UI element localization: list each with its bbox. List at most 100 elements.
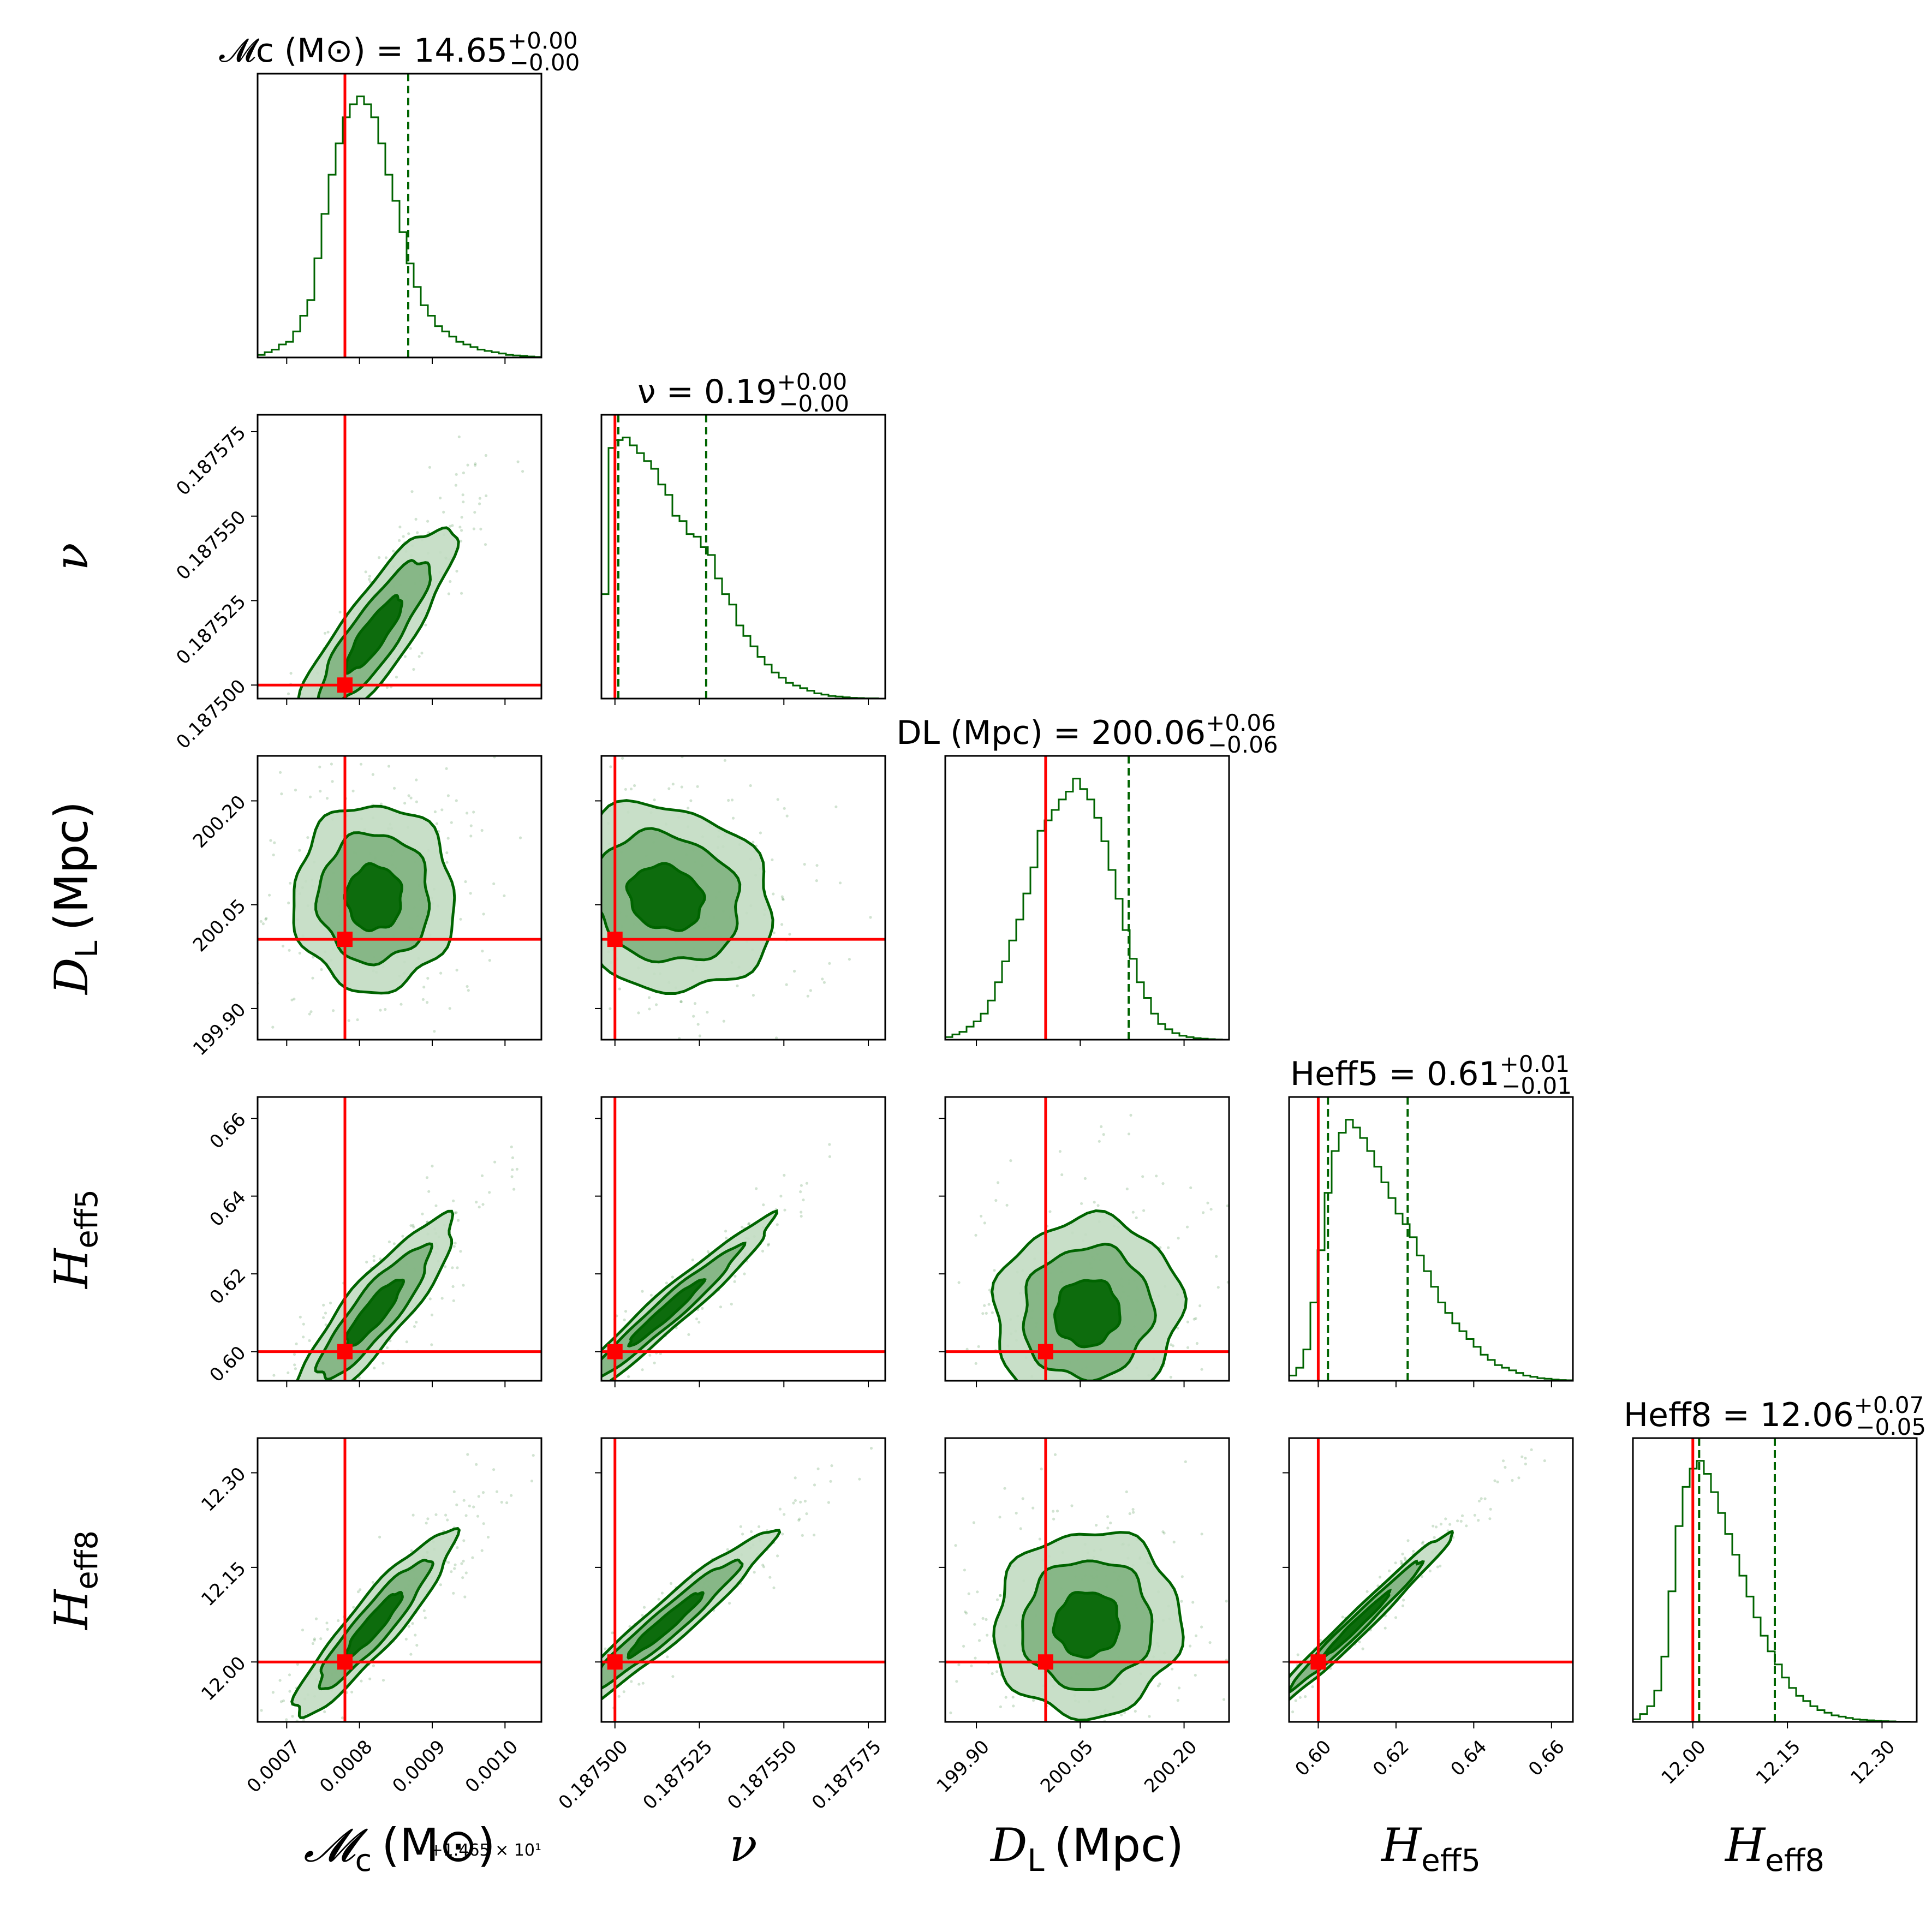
sample-point xyxy=(528,1435,530,1438)
sample-point xyxy=(780,895,784,898)
sample-point xyxy=(692,1015,695,1018)
sample-point xyxy=(578,713,581,716)
sample-point xyxy=(1078,1475,1081,1477)
sample-point xyxy=(264,917,267,921)
sample-point xyxy=(548,922,551,925)
sample-point xyxy=(294,1431,297,1434)
sample-point xyxy=(460,516,463,519)
sample-point xyxy=(440,1297,444,1300)
sample-point xyxy=(1133,1383,1136,1386)
sample-point xyxy=(335,746,338,748)
sample-point xyxy=(1401,1552,1404,1555)
contour-level-3 xyxy=(1320,1589,1392,1660)
sample-point xyxy=(1428,1569,1432,1573)
sample-point xyxy=(412,1513,415,1517)
sample-point xyxy=(257,1735,260,1738)
sample-point xyxy=(434,1204,438,1207)
sample-point xyxy=(1248,1724,1250,1726)
sample-point xyxy=(395,676,398,679)
panel-content xyxy=(258,415,541,748)
sample-point xyxy=(534,1414,537,1417)
sample-point xyxy=(1285,1677,1288,1679)
sample-point xyxy=(1180,1575,1184,1578)
sample-point xyxy=(1192,1317,1196,1321)
sample-point xyxy=(750,1530,753,1533)
sample-point xyxy=(364,570,367,574)
truth-marker xyxy=(607,1654,623,1670)
sample-point xyxy=(424,623,427,627)
sample-point xyxy=(463,1595,467,1599)
sample-point xyxy=(365,713,368,715)
sample-point xyxy=(511,1420,514,1422)
sample-point xyxy=(1200,1368,1203,1371)
sample-point xyxy=(554,828,557,831)
sample-point xyxy=(467,826,469,828)
axis-label-x-DL: DL (Mpc) xyxy=(989,1818,1184,1879)
sample-point xyxy=(1194,1317,1197,1320)
sample-point xyxy=(588,1695,591,1697)
sample-point xyxy=(272,853,275,857)
sample-point xyxy=(762,1565,766,1569)
sample-point xyxy=(1256,1640,1259,1643)
sample-point xyxy=(772,892,775,896)
sample-point xyxy=(325,1621,329,1625)
sample-point xyxy=(326,708,329,711)
sample-point xyxy=(753,1571,756,1574)
sample-point xyxy=(293,997,296,1001)
sample-point xyxy=(552,1403,554,1405)
sample-point xyxy=(1135,1216,1138,1219)
panel-frame xyxy=(944,755,1230,1041)
sample-point xyxy=(587,943,589,946)
sample-point xyxy=(492,1468,496,1471)
sample-point xyxy=(325,797,329,800)
sample-point xyxy=(478,502,481,505)
x-tick-label: 0.0010 xyxy=(461,1736,522,1797)
sample-point xyxy=(987,1303,991,1306)
sample-point xyxy=(548,947,551,950)
sample-point xyxy=(1268,1705,1271,1708)
sample-point xyxy=(1400,1561,1404,1565)
sample-point xyxy=(597,1393,599,1396)
sample-point xyxy=(531,1434,534,1437)
sample-point xyxy=(407,532,410,535)
sample-point xyxy=(976,1590,979,1594)
sample-point xyxy=(679,1000,683,1004)
axis-label-symbol: ν xyxy=(45,542,98,570)
sample-point xyxy=(381,1362,385,1365)
sample-point xyxy=(469,834,473,838)
sample-point xyxy=(479,527,482,531)
sample-point xyxy=(628,1625,631,1628)
sample-point xyxy=(800,1211,803,1214)
axis-label-symbol: H xyxy=(1380,1818,1422,1872)
sample-point xyxy=(407,1625,410,1628)
sample-point xyxy=(571,1368,574,1370)
sample-point xyxy=(1262,1698,1265,1701)
sample-point xyxy=(1015,1511,1018,1515)
sample-point xyxy=(589,1673,592,1676)
sample-point xyxy=(848,958,851,961)
sample-point xyxy=(516,460,520,463)
sample-point xyxy=(259,920,263,923)
sample-point xyxy=(1242,1723,1245,1726)
panel-frame xyxy=(1288,1437,1574,1723)
sample-point xyxy=(1255,1739,1258,1742)
panel-frame xyxy=(257,73,542,359)
sample-point xyxy=(622,1690,625,1694)
sample-point xyxy=(1019,1527,1022,1530)
sample-point xyxy=(741,1533,744,1536)
sample-point xyxy=(359,762,363,766)
sample-point xyxy=(563,1710,565,1713)
sample-point xyxy=(1131,1508,1135,1511)
sample-point xyxy=(1279,1685,1282,1688)
sample-point xyxy=(1403,1557,1406,1560)
sample-point xyxy=(980,1214,983,1218)
sample-point xyxy=(287,692,290,695)
sample-point xyxy=(482,1522,485,1525)
sample-point xyxy=(287,901,290,905)
sample-point xyxy=(392,550,395,553)
sample-point xyxy=(301,1629,305,1632)
sample-point xyxy=(283,1732,286,1734)
sample-point xyxy=(1459,1519,1463,1523)
sample-point xyxy=(553,1401,556,1404)
sample-point xyxy=(452,1199,455,1202)
